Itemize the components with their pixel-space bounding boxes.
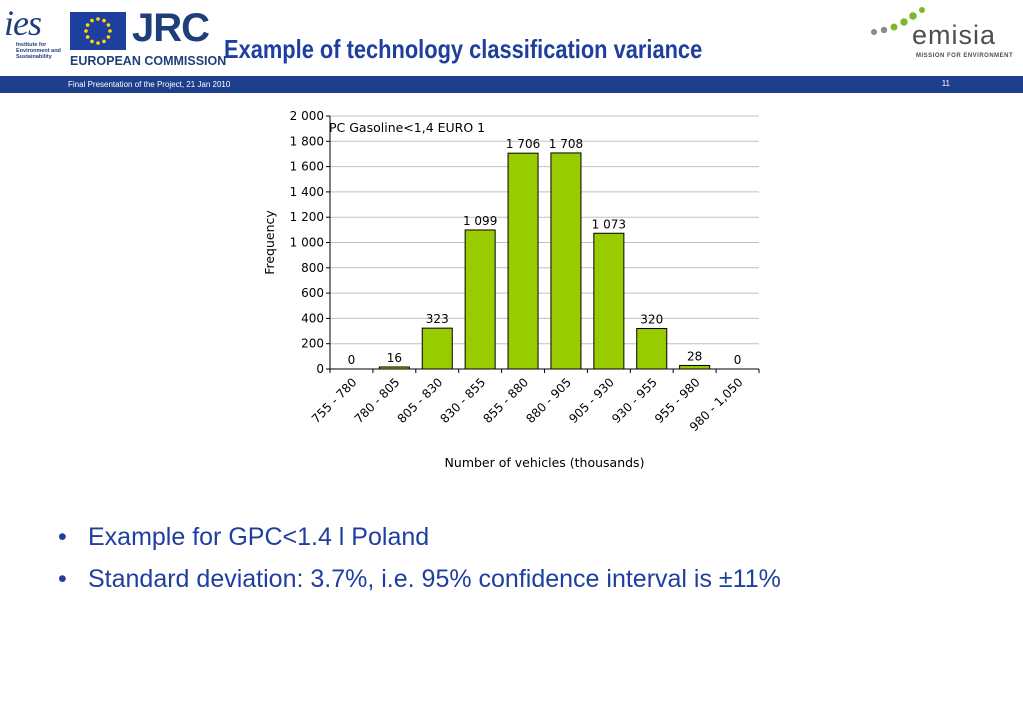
- y-tick-label: 1 000: [290, 236, 324, 250]
- bullet-item: • Standard deviation: 3.7%, i.e. 95% conf…: [58, 558, 781, 600]
- bar: [636, 328, 668, 370]
- data-label: 1 073: [592, 217, 626, 231]
- jrc-logo-text: JRC: [132, 6, 210, 50]
- data-label: 1 099: [463, 214, 497, 228]
- x-tick-label: 755 - 780: [309, 375, 360, 426]
- x-tick-label: 855 - 880: [480, 375, 531, 426]
- data-label: 0: [348, 353, 356, 367]
- presentation-caption: Final Presentation of the Project, 21 Ja…: [68, 80, 231, 89]
- y-tick-label: 200: [301, 337, 324, 351]
- european-commission-text: EUROPEAN COMMISSION: [70, 54, 227, 68]
- bullet-list: • Example for GPC<1.4 l Poland • Standard …: [58, 516, 781, 600]
- bar: [550, 152, 582, 370]
- y-tick-label: 400: [301, 311, 324, 325]
- frequency-chart: 0 200 400 600 800 1 000 1 200 1 400 1 600 1 800 2 …: [255, 103, 775, 483]
- data-label: 16: [387, 351, 402, 365]
- bullet-text: Example for GPC<1.4 l Poland: [88, 523, 430, 551]
- x-tick-label: 930 - 955: [609, 375, 660, 426]
- bullet-symbol: •: [58, 565, 67, 593]
- emisia-dots-icon: [871, 7, 925, 35]
- eu-flag-icon: [70, 12, 126, 50]
- y-axis-label: Frequency: [262, 210, 277, 275]
- chart-svg: 0 200 400 600 800 1 000 1 200 1 400 1 600 1 800 2 …: [262, 109, 760, 470]
- header: ies Institute for Environment and Sustai…: [0, 0, 1023, 80]
- x-tick-label: 780 - 805: [352, 375, 403, 426]
- y-tick-label: 600: [301, 286, 324, 300]
- y-tick-label: 1 600: [290, 160, 324, 174]
- y-tick-label: 800: [301, 261, 324, 275]
- y-tick-label: 0: [316, 362, 324, 376]
- x-tick-label: 880 - 905: [523, 375, 574, 426]
- emisia-logo-text: emisia: [912, 20, 997, 50]
- ies-logo: ies Institute for Environment and Sustai…: [4, 2, 66, 76]
- y-tick-label: 1 800: [290, 134, 324, 148]
- y-tick-label: 1 200: [290, 210, 324, 224]
- bar: [507, 152, 539, 370]
- data-label: 1 708: [549, 137, 583, 151]
- bar: [679, 364, 711, 370]
- footer-banner: Final Presentation of the Project, 21 Ja…: [0, 76, 1023, 93]
- page-title: Example of technology classification var…: [224, 34, 703, 64]
- emisia-tagline: MISSION FOR ENVIRONMENT: [916, 53, 1014, 59]
- x-axis-label: Number of vehicles (thousands): [445, 455, 645, 470]
- data-label: 0: [734, 353, 742, 367]
- bar: [421, 327, 453, 370]
- data-label: 320: [640, 313, 663, 327]
- bullet-symbol: •: [58, 523, 67, 551]
- bar: [593, 232, 625, 370]
- ies-logo-text: ies: [4, 3, 42, 43]
- x-tick-label: 805 - 830: [395, 375, 446, 426]
- data-label: 323: [426, 312, 449, 326]
- y-tick-label: 1 400: [290, 185, 324, 199]
- chart-title: PC Gasoline<1,4 EURO 1: [329, 120, 485, 135]
- y-tick-label: 2 000: [290, 109, 324, 123]
- x-tick-label: 830 - 855: [438, 375, 489, 426]
- data-label: 1 706: [506, 137, 540, 151]
- data-label: 28: [687, 349, 702, 363]
- x-tick-label: 905 - 930: [566, 375, 617, 426]
- ies-logo-subtitle: Institute for Environment and Sustainabi…: [16, 42, 61, 60]
- page-number: 11: [941, 79, 950, 88]
- bar: [464, 229, 496, 370]
- emisia-logo: emisia MISSION FOR ENVIRONMENT: [866, 6, 1016, 68]
- bar: [378, 366, 410, 370]
- bullet-item: • Example for GPC<1.4 l Poland: [58, 516, 781, 558]
- bullet-text: Standard deviation: 3.7%, i.e. 95% confi…: [88, 565, 781, 593]
